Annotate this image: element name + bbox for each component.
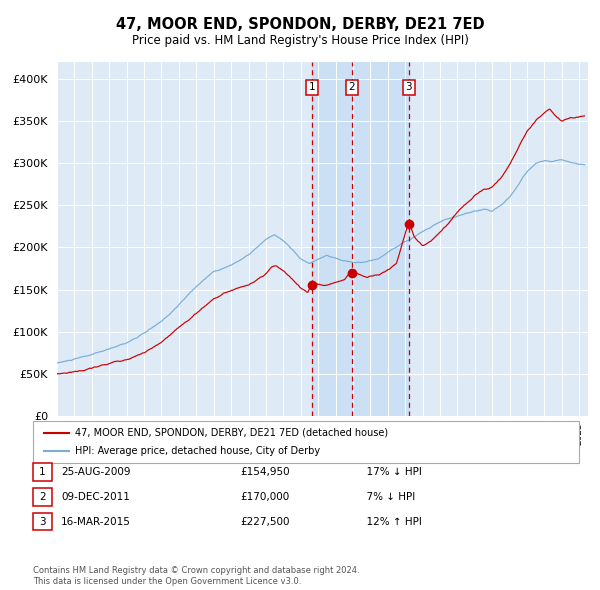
Text: 12% ↑ HPI: 12% ↑ HPI [360, 517, 422, 526]
Text: 2: 2 [349, 82, 355, 92]
Bar [312, 62, 409, 416]
Text: 09-DEC-2011: 09-DEC-2011 [61, 492, 130, 502]
Text: 25-AUG-2009: 25-AUG-2009 [61, 467, 131, 477]
Text: £227,500: £227,500 [240, 517, 290, 526]
Text: 1: 1 [39, 467, 46, 477]
Text: Contains HM Land Registry data © Crown copyright and database right 2024.: Contains HM Land Registry data © Crown c… [33, 566, 359, 575]
Text: 17% ↓ HPI: 17% ↓ HPI [360, 467, 422, 477]
Text: 3: 3 [406, 82, 412, 92]
Text: 3: 3 [39, 517, 46, 526]
Text: 47, MOOR END, SPONDON, DERBY, DE21 7ED: 47, MOOR END, SPONDON, DERBY, DE21 7ED [116, 17, 484, 31]
Text: £154,950: £154,950 [240, 467, 290, 477]
Text: 16-MAR-2015: 16-MAR-2015 [61, 517, 131, 526]
Text: 47, MOOR END, SPONDON, DERBY, DE21 7ED (detached house): 47, MOOR END, SPONDON, DERBY, DE21 7ED (… [75, 428, 388, 438]
Text: £170,000: £170,000 [240, 492, 289, 502]
Text: Price paid vs. HM Land Registry's House Price Index (HPI): Price paid vs. HM Land Registry's House … [131, 34, 469, 47]
Text: 1: 1 [308, 82, 316, 92]
Text: This data is licensed under the Open Government Licence v3.0.: This data is licensed under the Open Gov… [33, 577, 301, 586]
Text: 2: 2 [39, 492, 46, 502]
Text: 7% ↓ HPI: 7% ↓ HPI [360, 492, 415, 502]
Text: HPI: Average price, detached house, City of Derby: HPI: Average price, detached house, City… [75, 446, 320, 456]
